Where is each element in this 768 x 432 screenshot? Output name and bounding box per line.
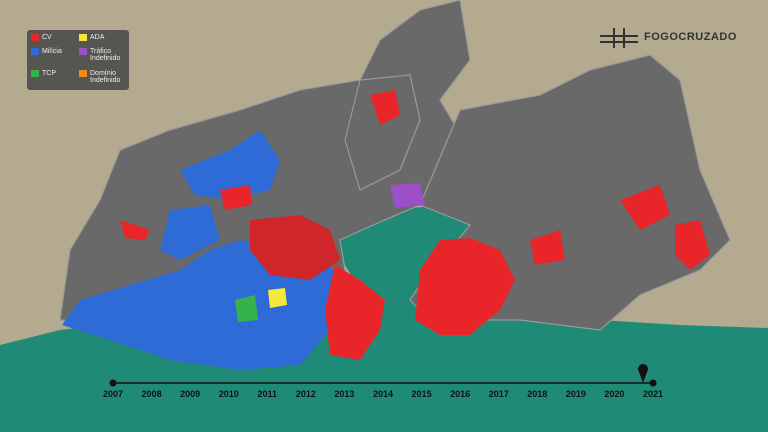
legend-item: ADA — [79, 34, 127, 45]
legend: CV ADA Milícia Tráfico Indefinido TCP Domínio… — [27, 30, 129, 90]
timeline-year: 2009 — [180, 389, 200, 399]
legend-label: Milícia — [42, 48, 62, 56]
timeline-year: 2011 — [258, 389, 278, 399]
legend-swatch — [79, 69, 87, 77]
area-milicia — [180, 130, 280, 200]
timeline-year: 2017 — [489, 389, 509, 399]
timeline-year: 2019 — [566, 389, 586, 399]
legend-item: CV — [31, 34, 79, 45]
timeline-marker — [638, 364, 649, 383]
legend-label: ADA — [90, 34, 105, 41]
timeline-year: 2012 — [296, 389, 316, 399]
legend-item: Tráfico Indefinido — [79, 48, 127, 66]
legend-swatch — [31, 48, 39, 56]
area-cv — [530, 230, 565, 265]
legend-label: Domínio Indefinido — [90, 69, 121, 84]
timeline: 2007 2008 2009 2010 2011 2012 2013 2014 2015 2016… — [103, 364, 663, 399]
timeline-year: 2007 — [103, 389, 123, 399]
legend-label: CV — [42, 34, 52, 41]
legend-item: Milícia — [31, 48, 79, 66]
brand-icon — [600, 28, 638, 48]
land-north — [344, 74, 421, 191]
area-tcp — [235, 295, 258, 322]
timeline-year: 2013 — [334, 389, 354, 399]
area-cv — [370, 90, 400, 125]
legend-swatch — [31, 69, 39, 77]
timeline-start — [109, 379, 117, 387]
area-ada — [268, 288, 287, 308]
legend-swatch — [31, 34, 39, 41]
timeline-year: 2008 — [142, 389, 162, 399]
timeline-year: 2021 — [643, 389, 663, 399]
timeline-year: 2016 — [450, 389, 470, 399]
area-cv — [250, 215, 340, 280]
area-cv — [220, 185, 252, 210]
area-cv — [120, 220, 150, 240]
timeline-year: 2015 — [412, 389, 432, 399]
area-cv — [620, 185, 670, 230]
area-cv — [325, 265, 385, 360]
area-cv — [415, 238, 515, 335]
area-milicia — [160, 205, 220, 260]
timeline-year: 2010 — [219, 389, 239, 399]
area-milicia — [62, 240, 335, 370]
legend-swatch — [79, 34, 87, 41]
timeline-end — [649, 379, 657, 387]
legend-swatch — [79, 48, 87, 56]
legend-label: Tráfico Indefinido — [90, 48, 121, 63]
area-trafico — [390, 183, 425, 208]
timeline-year: 2018 — [527, 389, 547, 399]
legend-label: TCP — [42, 69, 56, 77]
legend-item: Domínio Indefinido — [79, 69, 127, 88]
timeline-year: 2020 — [604, 389, 624, 399]
timeline-year: 2014 — [373, 389, 393, 399]
brand: FOGOCRUZADO — [644, 31, 737, 43]
legend-item: TCP — [31, 69, 79, 88]
area-cv — [675, 220, 710, 270]
